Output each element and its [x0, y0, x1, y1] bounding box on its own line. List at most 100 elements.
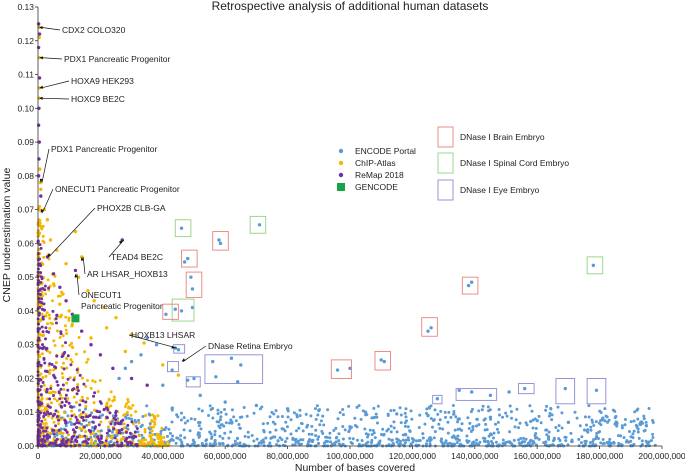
data-point	[310, 424, 314, 428]
data-point	[634, 423, 638, 427]
data-point	[77, 421, 81, 425]
data-point	[180, 411, 184, 415]
annotation-arrowhead	[181, 358, 186, 362]
x-tick-label: 40,000,000	[142, 451, 185, 461]
data-point	[64, 393, 68, 397]
data-point	[374, 412, 378, 416]
data-point	[40, 307, 44, 311]
data-point	[84, 400, 88, 404]
chart-title: Retrospective analysis of additional hum…	[212, 0, 489, 13]
data-point	[501, 415, 505, 419]
data-point	[69, 358, 73, 362]
data-point	[57, 391, 61, 395]
data-point	[533, 434, 537, 438]
data-point	[173, 307, 177, 311]
data-point	[211, 359, 215, 364]
data-point	[45, 311, 49, 315]
data-point	[372, 431, 376, 435]
data-point	[76, 275, 81, 279]
data-point	[84, 405, 88, 409]
data-point	[642, 414, 646, 418]
data-point	[606, 420, 610, 424]
data-point	[517, 426, 521, 430]
data-point	[92, 408, 96, 412]
data-point	[392, 426, 396, 430]
data-point	[410, 417, 414, 421]
data-point	[278, 436, 282, 440]
data-point	[160, 440, 164, 444]
data-point	[92, 401, 96, 405]
data-point	[42, 429, 46, 433]
data-point	[443, 410, 447, 414]
data-point	[175, 436, 179, 440]
data-point	[295, 413, 299, 417]
data-point	[87, 428, 91, 432]
data-point	[143, 428, 147, 432]
data-point	[556, 405, 560, 409]
data-point	[218, 241, 223, 246]
data-point	[353, 424, 357, 428]
data-point	[531, 426, 535, 430]
annotation-label: PDX1 Pancreatic Progenitor	[51, 144, 157, 154]
data-point	[43, 369, 47, 373]
data-point	[39, 271, 43, 275]
data-point	[39, 280, 43, 284]
data-point	[258, 407, 262, 411]
annotation-arrow	[40, 97, 70, 100]
data-point	[105, 416, 109, 420]
data-point	[622, 436, 626, 440]
data-point	[49, 401, 53, 405]
highlight-box-purple	[167, 361, 179, 373]
annotation-arrowhead	[39, 56, 44, 60]
data-point	[57, 418, 61, 422]
data-point	[90, 411, 94, 415]
data-point	[38, 305, 42, 309]
box-legend-swatch	[437, 152, 454, 174]
x-tick-label: 120,000,000	[389, 451, 437, 461]
data-point	[127, 416, 131, 420]
data-point	[403, 421, 407, 425]
data-point	[86, 357, 90, 361]
data-point	[91, 420, 95, 424]
annotation-arrowhead	[39, 85, 44, 89]
data-point	[597, 421, 601, 425]
data-point	[41, 343, 45, 347]
data-point	[117, 376, 121, 381]
data-point	[45, 426, 49, 430]
data-point	[435, 397, 440, 401]
data-point	[66, 388, 70, 392]
data-point	[109, 422, 113, 426]
data-point	[130, 420, 134, 424]
data-point	[65, 332, 69, 336]
data-point	[227, 436, 231, 440]
data-point	[209, 407, 213, 411]
data-point	[41, 315, 45, 319]
data-point	[74, 400, 78, 404]
data-point	[99, 401, 103, 405]
highlight-box-green	[174, 219, 192, 238]
data-point	[38, 257, 42, 261]
data-point	[64, 400, 68, 404]
data-point	[111, 443, 115, 447]
box-legend-label: DNase I Eye Embryo	[460, 185, 540, 195]
data-point	[178, 438, 182, 442]
data-point	[111, 366, 115, 371]
data-point	[233, 442, 237, 446]
data-point	[122, 437, 126, 441]
data-point	[149, 435, 153, 439]
data-point	[186, 256, 190, 261]
data-point	[79, 329, 84, 333]
data-point	[45, 408, 49, 412]
data-point	[43, 440, 47, 444]
data-point	[297, 441, 301, 445]
data-point	[51, 394, 55, 398]
y-tick-label: 0.03	[17, 340, 34, 350]
data-point	[84, 407, 88, 411]
data-point	[545, 404, 549, 408]
data-point	[73, 229, 78, 234]
data-point	[426, 413, 430, 418]
data-point	[96, 410, 100, 414]
data-point	[424, 442, 428, 446]
data-point	[275, 443, 279, 447]
data-point	[145, 336, 149, 340]
